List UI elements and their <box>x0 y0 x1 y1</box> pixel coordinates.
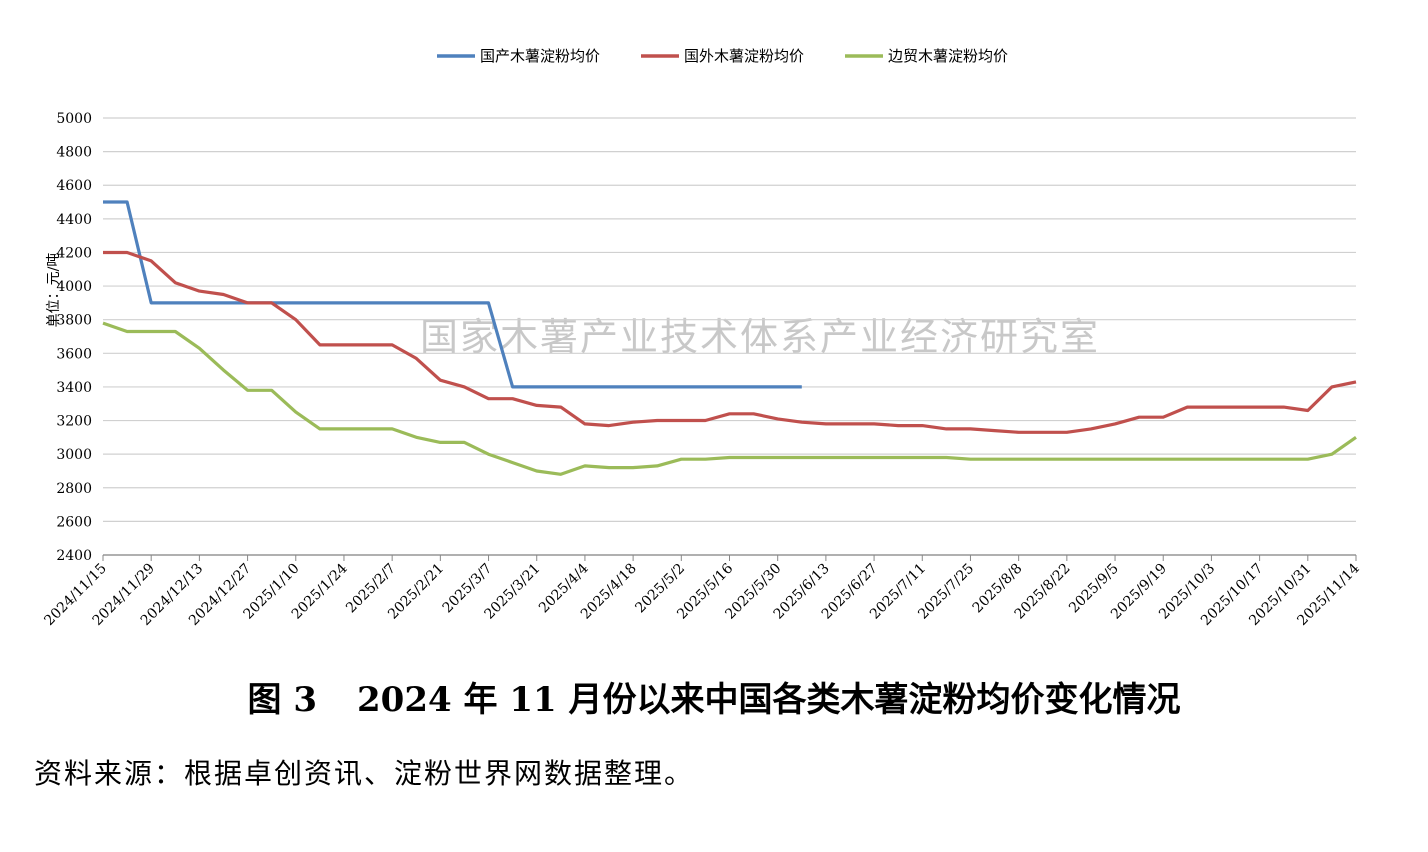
y-tick-label: 4400 <box>56 212 92 228</box>
legend-label-1: 国产木薯淀粉均价 <box>480 47 600 65</box>
legend-label-2: 国外木薯淀粉均价 <box>684 47 804 65</box>
y-tick-label: 3000 <box>56 447 92 463</box>
y-tick-label: 2600 <box>56 514 92 530</box>
y-tick-label: 2400 <box>56 548 92 564</box>
y-tick-label: 2800 <box>56 481 92 497</box>
y-tick-label: 3800 <box>56 313 92 329</box>
y-tick-label: 3400 <box>56 380 92 396</box>
y-axis-label: 单位：元/吨 <box>46 253 62 328</box>
series-line-2 <box>103 250 1357 434</box>
series-line-1 <box>103 200 802 389</box>
y-tick-label: 4000 <box>56 279 92 295</box>
line-chart: 国家木薯产业技术体系产业经济研究室 2400 2600 2800 3000 3200 340… <box>41 47 1362 629</box>
figure-caption: 图 3 2024 年 11 月份以来中国各类木薯淀粉均价变化情况 <box>0 672 1428 721</box>
y-tick-label: 4200 <box>56 245 92 261</box>
figure-number: 图 3 <box>247 680 318 720</box>
figure-title: 2024 年 11 月份以来中国各类木薯淀粉均价变化情况 <box>357 680 1181 720</box>
y-tick-label: 4600 <box>56 178 92 194</box>
y-tick-label: 3200 <box>56 414 92 430</box>
y-tick-label: 5000 <box>56 111 92 127</box>
source-note: 资料来源：根据卓创资讯、淀粉世界网数据整理。 <box>34 757 695 790</box>
series-line-3 <box>102 321 1357 476</box>
legend-label-3: 边贸木薯淀粉均价 <box>888 47 1008 65</box>
watermark-text: 国家木薯产业技术体系产业经济研究室 <box>420 315 1100 359</box>
y-tick-label: 4800 <box>56 145 92 161</box>
y-tick-label: 3600 <box>56 346 92 362</box>
